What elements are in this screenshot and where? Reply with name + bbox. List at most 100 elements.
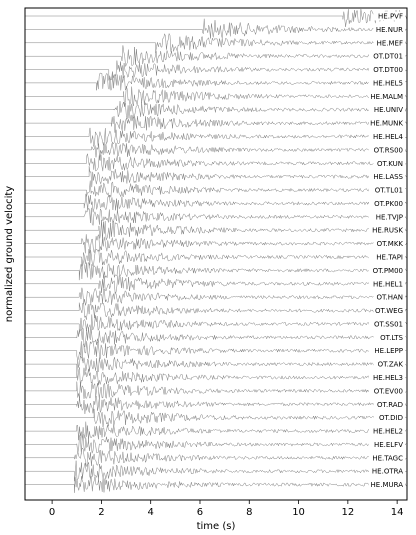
trace-he-mura	[25, 475, 407, 493]
station-label: OT.TL01	[375, 187, 403, 195]
station-label-background	[368, 185, 405, 195]
station-label: OT.PM00	[373, 267, 403, 275]
station-label: HE.MUNK	[370, 120, 403, 128]
trace-ot-dt00	[25, 60, 407, 81]
station-label-background	[373, 399, 405, 409]
station-label: OT.DT01	[373, 53, 403, 61]
x-tick-label: 12	[341, 507, 354, 518]
station-label: HE.HEL4	[373, 133, 403, 141]
station-label: HE.RUSK	[372, 227, 403, 235]
station-label-background	[368, 78, 405, 88]
trace-he-elfv	[25, 434, 407, 455]
trace-he-hel1	[25, 274, 407, 294]
trace-he-munk	[25, 114, 407, 133]
station-label-background	[368, 145, 405, 155]
x-tick-label: 14	[391, 507, 404, 518]
trace-ot-rs00	[25, 142, 407, 160]
station-label: HE.ELFV	[374, 441, 403, 449]
station-label-background	[368, 172, 405, 182]
trace-he-hel4	[25, 127, 407, 147]
trace-ot-mkk	[25, 233, 407, 254]
station-label: HE.LEPP	[374, 347, 403, 355]
station-label: HE.UNIV	[374, 106, 403, 114]
station-label: OT.DID	[379, 414, 403, 422]
station-label-background	[368, 439, 405, 449]
station-label-background	[368, 466, 405, 476]
station-label: OT.HAN	[377, 294, 403, 302]
station-label: HE.TAGC	[372, 454, 403, 462]
station-label-background	[368, 65, 405, 75]
trace-group	[25, 9, 408, 493]
station-label-background	[373, 38, 405, 48]
station-label: HE.MALM	[370, 93, 403, 101]
trace-he-lass	[25, 166, 407, 188]
station-label: HE.MURA	[371, 481, 404, 489]
station-label: OT.WEG	[375, 307, 403, 315]
trace-ot-dt01	[25, 45, 407, 67]
station-label-background	[373, 332, 405, 342]
trace-he-rusk	[25, 219, 407, 241]
trace-ot-han	[25, 287, 408, 306]
station-label-background	[373, 239, 405, 249]
station-label: OT.RS00	[374, 146, 403, 154]
station-label: HE.PVF	[378, 13, 403, 21]
trace-he-hel5	[25, 72, 408, 91]
trace-he-tapi	[25, 248, 407, 268]
station-label-background	[368, 426, 405, 436]
station-label: HE.HEL1	[373, 280, 403, 288]
trace-ot-did	[25, 408, 407, 428]
station-label-background	[368, 105, 405, 115]
station-label: OT.SS01	[374, 320, 403, 328]
trace-he-malm	[25, 86, 407, 107]
trace-ot-zak	[25, 355, 407, 375]
station-label: HE.HEL3	[373, 374, 403, 382]
trace-ot-pm00	[25, 259, 407, 281]
station-label-background	[368, 373, 405, 382]
station-label: OT.DT00	[373, 66, 403, 74]
station-label-background	[373, 306, 405, 316]
station-label-background	[368, 252, 405, 262]
trace-he-univ	[25, 101, 407, 120]
station-label-background	[373, 158, 405, 168]
station-label: OT.KUN	[377, 160, 403, 168]
station-label: HE.LASS	[373, 173, 403, 181]
trace-ot-ev00	[25, 381, 407, 400]
trace-he-lepp	[25, 340, 407, 362]
trace-he-tagc	[25, 447, 407, 468]
trace-ot-lts	[25, 327, 407, 348]
x-tick-label: 0	[49, 507, 55, 518]
station-label: HE.HEL2	[373, 428, 403, 436]
y-axis-label: normalized ground velocity	[4, 186, 15, 322]
station-label-background	[368, 279, 405, 289]
station-label-background	[373, 24, 405, 34]
trace-ot-ss01	[25, 314, 408, 334]
station-label: OT.ZAK	[378, 361, 404, 369]
station-label: HE.NUR	[376, 26, 403, 34]
trace-he-otra	[25, 460, 407, 482]
station-label-background	[368, 346, 405, 356]
trace-he-tvjp	[25, 207, 407, 227]
x-axis-label: time (s)	[197, 521, 236, 532]
station-label: OT.MKK	[377, 240, 404, 248]
station-label: OT.PK00	[374, 200, 403, 208]
station-label-background	[368, 319, 405, 329]
station-label: OT.LTS	[380, 334, 403, 342]
station-label-background	[373, 292, 405, 302]
station-label-background	[368, 198, 405, 208]
station-label: HE.MEF	[377, 39, 403, 47]
trace-he-nur	[25, 18, 407, 39]
trace-he-mef	[25, 32, 407, 54]
station-label: HE.TVJP	[376, 213, 403, 221]
station-label-background	[368, 386, 405, 396]
station-label-background	[368, 265, 405, 275]
station-label-background	[368, 91, 405, 101]
station-label-background	[373, 413, 405, 423]
x-tick-label: 10	[292, 507, 305, 518]
station-label-background	[373, 11, 405, 21]
station-label-background	[368, 480, 405, 490]
axes-frame	[24, 7, 408, 501]
trace-ot-pk00	[25, 193, 407, 213]
station-label-background	[368, 132, 405, 141]
station-label: HE.OTRA	[372, 468, 403, 476]
